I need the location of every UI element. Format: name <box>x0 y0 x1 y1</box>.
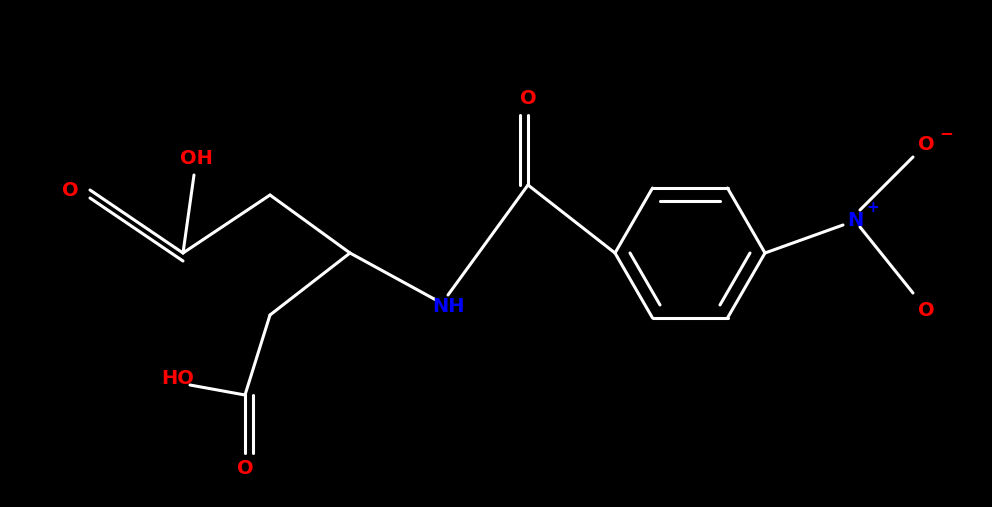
Text: NH: NH <box>432 298 464 316</box>
Text: O: O <box>62 180 78 199</box>
Text: O: O <box>918 301 934 319</box>
Text: N: N <box>847 210 863 230</box>
Text: −: − <box>939 124 953 142</box>
Text: +: + <box>867 199 879 214</box>
Text: HO: HO <box>162 369 194 387</box>
Text: O: O <box>520 89 537 107</box>
Text: O: O <box>237 458 253 478</box>
Text: O: O <box>918 135 934 155</box>
Text: OH: OH <box>180 149 212 167</box>
